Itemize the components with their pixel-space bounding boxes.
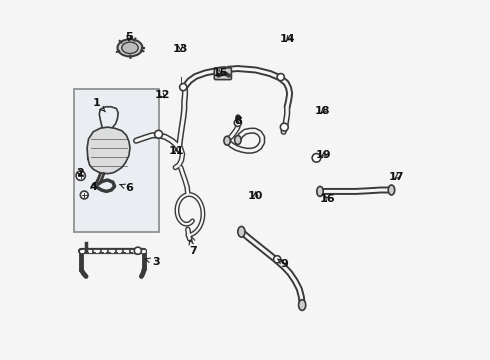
Text: 12: 12 — [154, 90, 170, 100]
Circle shape — [134, 247, 142, 254]
Circle shape — [273, 256, 281, 263]
Text: 19: 19 — [316, 150, 331, 160]
Circle shape — [80, 191, 88, 199]
Ellipse shape — [224, 136, 230, 145]
Text: 8: 8 — [234, 116, 242, 126]
Ellipse shape — [235, 135, 241, 144]
Text: 5: 5 — [125, 32, 133, 42]
Text: 11: 11 — [169, 147, 184, 157]
Ellipse shape — [298, 300, 306, 310]
Ellipse shape — [388, 185, 394, 195]
Bar — [74, 89, 159, 232]
Circle shape — [155, 130, 163, 138]
Ellipse shape — [238, 226, 245, 237]
Text: 1: 1 — [93, 98, 105, 112]
Text: 4: 4 — [89, 182, 97, 192]
Circle shape — [76, 171, 85, 180]
Text: 7: 7 — [189, 240, 197, 256]
Circle shape — [280, 123, 288, 131]
Circle shape — [312, 154, 321, 162]
Polygon shape — [87, 127, 130, 174]
Text: 9: 9 — [277, 259, 288, 269]
Text: 10: 10 — [248, 191, 264, 201]
Text: 3: 3 — [146, 257, 160, 267]
Ellipse shape — [122, 42, 138, 54]
Circle shape — [277, 73, 284, 81]
Ellipse shape — [317, 186, 323, 197]
FancyBboxPatch shape — [214, 68, 231, 80]
Text: 18: 18 — [315, 107, 331, 116]
Ellipse shape — [118, 39, 143, 57]
Text: 6: 6 — [120, 183, 133, 193]
Circle shape — [234, 119, 242, 126]
Text: 14: 14 — [280, 34, 295, 44]
Circle shape — [180, 84, 187, 91]
Text: 2: 2 — [76, 168, 84, 178]
Text: 15: 15 — [212, 68, 228, 78]
Text: 16: 16 — [319, 194, 335, 203]
Text: 17: 17 — [389, 172, 405, 182]
Text: 13: 13 — [173, 44, 188, 54]
